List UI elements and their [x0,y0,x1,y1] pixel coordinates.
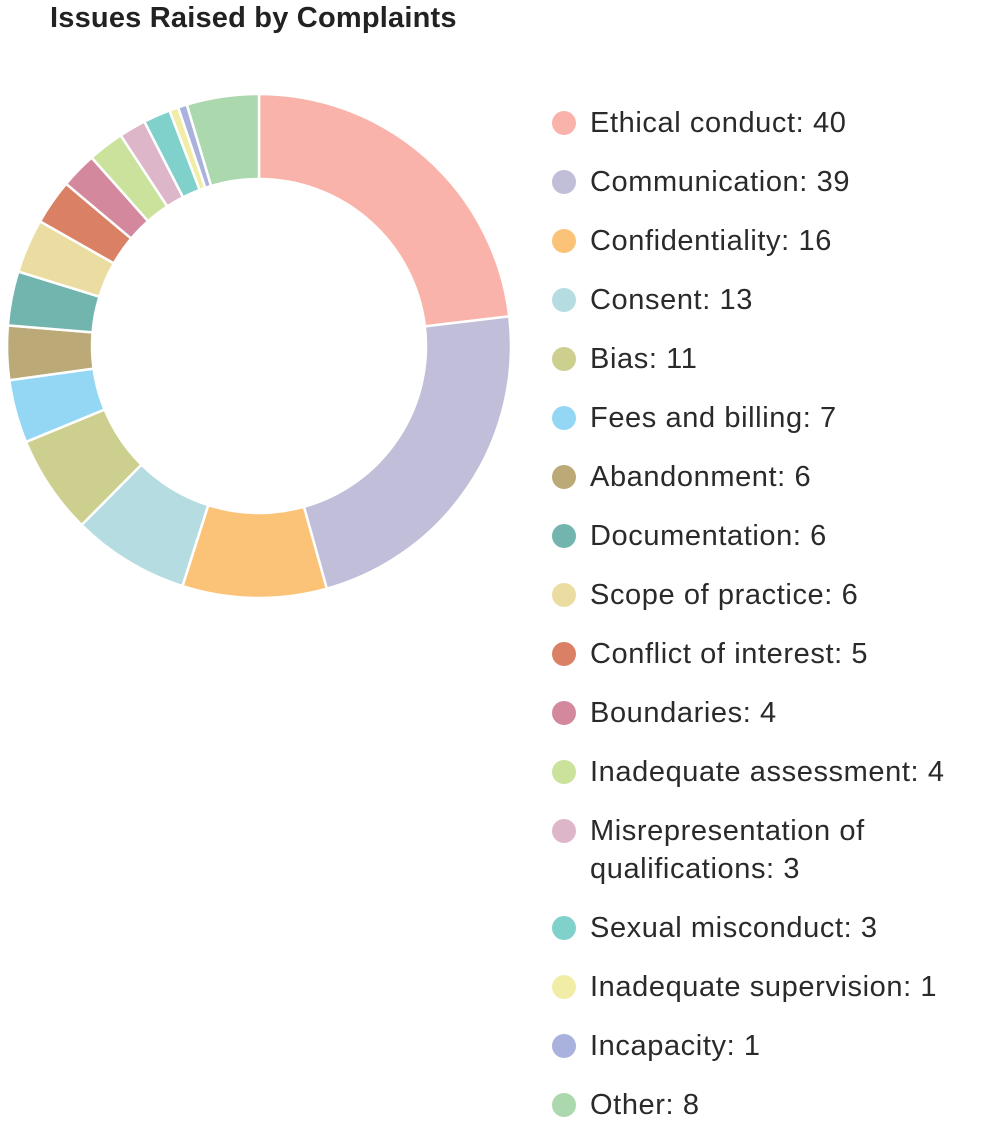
legend-swatch [552,347,576,371]
legend-swatch [552,229,576,253]
legend-item: Sexual misconduct: 3 [552,909,988,947]
legend-label: Fees and billing: 7 [590,402,837,434]
legend-swatch [552,111,576,135]
legend-label: Boundaries: 4 [590,697,777,729]
legend-swatch [552,701,576,725]
legend-label: Inadequate assessment: 4 [590,756,945,788]
legend-swatch [552,1093,576,1117]
legend-item: Communication: 39 [552,163,988,201]
legend-label: Misrepresentation of qualifications: 3 [590,815,865,885]
legend-item: Conflict of interest: 5 [552,635,988,673]
legend-swatch [552,288,576,312]
legend-swatch [552,975,576,999]
legend-swatch [552,642,576,666]
legend-label: Conflict of interest: 5 [590,638,869,670]
donut-chart [5,92,513,600]
legend-item: Fees and billing: 7 [552,399,988,437]
legend-swatch [552,465,576,489]
legend-item: Inadequate supervision: 1 [552,968,988,1006]
legend-swatch [552,406,576,430]
legend-swatch [552,819,576,843]
legend-item: Inadequate assessment: 4 [552,753,988,791]
legend-label: Consent: 13 [590,284,753,316]
legend-swatch [552,524,576,548]
legend-label: Other: 8 [590,1089,700,1121]
legend-swatch [552,1034,576,1058]
legend-label: Sexual misconduct: 3 [590,912,878,944]
legend-label: Incapacity: 1 [590,1030,761,1062]
legend-item: Misrepresentation of qualifications: 3 [552,812,988,888]
legend-item: Ethical conduct: 40 [552,104,988,142]
donut-slice-1 [302,315,513,590]
legend-swatch [552,916,576,940]
legend-item: Confidentiality: 16 [552,222,988,260]
legend-item: Consent: 13 [552,281,988,319]
donut-slice-16 [185,92,261,188]
legend-item: Documentation: 6 [552,517,988,555]
legend-item: Abandonment: 6 [552,458,988,496]
legend-item: Other: 8 [552,1086,988,1124]
legend-item: Bias: 11 [552,340,988,378]
legend-item: Incapacity: 1 [552,1027,988,1065]
legend-item: Scope of practice: 6 [552,576,988,614]
legend-label: Confidentiality: 16 [590,225,832,257]
legend-swatch [552,583,576,607]
legend-label: Ethical conduct: 40 [590,107,847,139]
legend-label: Abandonment: 6 [590,461,812,493]
chart-legend: Ethical conduct: 40 Communication: 39 Conf… [552,104,988,1145]
legend-label: Inadequate supervision: 1 [590,971,938,1003]
legend-label: Bias: 11 [590,343,698,375]
legend-label: Scope of practice: 6 [590,579,859,611]
legend-item: Boundaries: 4 [552,694,988,732]
legend-swatch [552,170,576,194]
donut-slice-0 [257,92,511,328]
legend-label: Documentation: 6 [590,520,827,552]
legend-label: Communication: 39 [590,166,851,198]
legend-swatch [552,760,576,784]
chart-title: Issues Raised by Complaints [50,2,457,34]
